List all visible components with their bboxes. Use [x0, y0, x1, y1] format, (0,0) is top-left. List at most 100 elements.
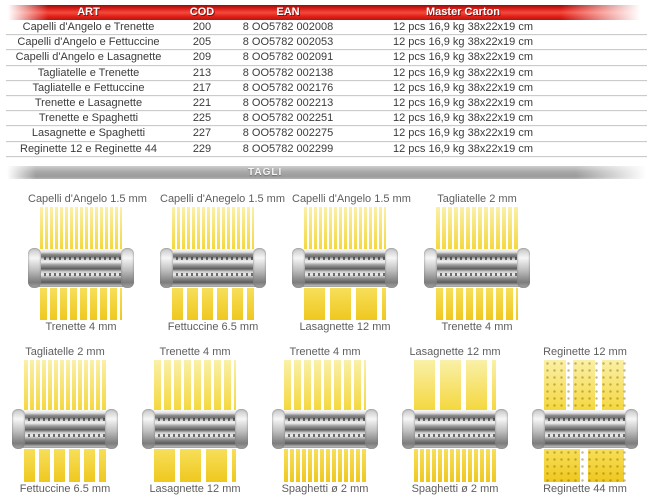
roller-end-cap-right	[517, 247, 530, 288]
cell-art: Trenette e Spaghetti	[38, 112, 139, 125]
roller-teeth-upper	[23, 417, 107, 421]
cutter-bottom-cut-label: Spaghetti ø 2 mm	[411, 482, 499, 495]
cell-cod: 213	[192, 66, 212, 79]
cell-cod: 200	[192, 21, 212, 33]
cell-art: Capelli d'Angelo e Lasagnette	[15, 51, 162, 64]
column-header-master-carton: Master Carton	[426, 6, 500, 18]
pasta-roller-icon	[12, 408, 118, 449]
roller-teeth-upper	[413, 417, 497, 421]
roller-teeth-upper	[283, 417, 367, 421]
table-row: Capelli d'Angelo e Lasagnette 209 8 OO57…	[6, 50, 647, 66]
column-header-cod: COD	[189, 6, 215, 18]
cell-filler	[583, 126, 647, 140]
column-header-ean: EAN	[276, 6, 300, 18]
roller-end-cap-left	[142, 408, 155, 449]
cutter-bottom-cut-label: Trenette 4 mm	[45, 320, 117, 333]
cell-filler	[583, 81, 647, 95]
cutter-card: Capelli d'Angelo 1.5 mm Lasagnette 12 mm	[292, 192, 411, 334]
cell-art: Tagliatelle e Trenette	[37, 66, 140, 79]
table-body: Capelli d'Angelo e Trenette 200 8 OO5782…	[6, 20, 647, 157]
cell-ean: 8 OO5782 002213	[242, 96, 334, 109]
roller-drum	[168, 248, 258, 287]
pasta-strips-bottom-icon	[284, 448, 366, 482]
pasta-strips-bottom-icon	[436, 287, 518, 320]
cutter-bottom-cut-label: Fettuccine 6.5 mm	[19, 482, 111, 495]
pasta-strips-top-icon	[414, 359, 496, 410]
roller-drum	[150, 409, 240, 448]
cell-art: Lasagnette e Spaghetti	[31, 127, 146, 140]
roller-teeth-lower	[39, 272, 123, 276]
cell-cod: 221	[192, 96, 212, 109]
roller-end-cap-right	[625, 408, 638, 449]
roller-teeth-lower	[171, 272, 255, 276]
cutter-card: Tagliatelle 2 mm Trenette 4 mm	[424, 192, 530, 334]
table-row: Tagliatelle e Fettuccine 217 8 OO5782 00…	[6, 81, 647, 96]
cell-cod: 225	[192, 112, 212, 125]
pasta-strips-top-icon	[154, 359, 236, 410]
cell-master-carton: 12 pcs 16,9 kg 38x22x19 cm	[392, 66, 534, 79]
roller-drum	[36, 248, 126, 287]
roller-end-cap-right	[105, 408, 118, 449]
cutter-top-cut-label: Capelli d'Anegelo 1.5 mm	[160, 192, 286, 205]
cell-master-carton: 12 pcs 16,9 kg 38x22x19 cm	[392, 81, 534, 94]
roller-teeth-upper	[543, 417, 627, 421]
cutter-card: Lasagnette 12 mm Spaghetti ø 2 mm	[402, 345, 508, 496]
cell-filler	[583, 96, 647, 110]
cell-ean: 8 OO5782 002299	[242, 142, 334, 155]
roller-teeth-upper	[171, 256, 255, 260]
cell-art: Capelli d'Angelo e Trenette	[22, 21, 155, 33]
column-header-art: ART	[77, 6, 100, 18]
pasta-strips-bottom-icon	[24, 448, 106, 482]
cell-cod: 217	[192, 81, 212, 94]
table-row: Reginette 12 e Reginette 44 229 8 OO5782…	[6, 142, 647, 157]
pasta-strips-bottom-icon	[172, 287, 254, 320]
table-row: Capelli d'Angelo e Fettuccine 205 8 OO57…	[6, 35, 647, 51]
cutter-top-cut-label: Tagliatelle 2 mm	[437, 192, 517, 205]
roller-drum	[410, 409, 500, 448]
cell-ean: 8 OO5782 002275	[242, 127, 334, 140]
roller-end-cap-right	[235, 408, 248, 449]
cutter-card: Capelli d'Anegelo 1.5 mm Fettuccine 6.5 …	[160, 192, 286, 334]
table-header-row: ART COD EAN Master Carton	[6, 5, 647, 20]
roller-teeth-upper	[435, 256, 519, 260]
pasta-roller-icon	[402, 408, 508, 449]
section-bar-tagli: TAGLI	[6, 165, 647, 179]
cutter-bottom-cut-label: Lasagnette 12 mm	[299, 320, 391, 333]
cutter-card: Reginette 12 mm Reginette 44 mm	[532, 345, 638, 496]
roller-teeth-lower	[23, 433, 107, 437]
pasta-roller-icon	[424, 247, 530, 288]
roller-end-cap-right	[253, 247, 266, 288]
pasta-strips-top-icon	[284, 359, 366, 410]
cell-master-carton: 12 pcs 16,9 kg 38x22x19 cm	[392, 142, 534, 155]
roller-teeth-lower	[413, 433, 497, 437]
cell-art: Capelli d'Angelo e Fettuccine	[17, 36, 160, 49]
roller-drum	[280, 409, 370, 448]
column-header-filler	[583, 5, 647, 20]
product-spec-table: ART COD EAN Master Carton Capelli d'Ange…	[0, 0, 653, 157]
cell-master-carton: 12 pcs 16,9 kg 38x22x19 cm	[392, 112, 534, 125]
roller-end-cap-left	[292, 247, 305, 288]
cell-filler	[583, 66, 647, 80]
roller-drum	[540, 409, 630, 448]
cell-cod: 229	[192, 142, 212, 155]
pasta-strips-top-icon	[304, 206, 386, 249]
roller-end-cap-right	[495, 408, 508, 449]
roller-teeth-upper	[153, 417, 237, 421]
pasta-strips-bottom-icon	[154, 448, 236, 482]
pasta-strips-bottom-icon	[414, 448, 496, 482]
cutter-grid-row-2: Tagliatelle 2 mm Fettuccine 6.5 mm Trene…	[12, 345, 653, 496]
cutter-bottom-cut-label: Fettuccine 6.5 mm	[167, 320, 259, 333]
cell-filler	[583, 20, 647, 34]
roller-teeth-lower	[303, 272, 387, 276]
cutter-top-cut-label: Reginette 12 mm	[543, 345, 627, 358]
pasta-roller-icon	[160, 247, 266, 288]
pasta-strips-bottom-icon	[40, 287, 122, 320]
cell-art: Reginette 12 e Reginette 44	[20, 142, 157, 155]
cell-cod: 209	[192, 51, 212, 64]
roller-end-cap-right	[365, 408, 378, 449]
section-title: TAGLI	[248, 166, 283, 178]
cutter-top-cut-label: Lasagnette 12 mm	[409, 345, 501, 358]
cutter-bottom-cut-label: Trenette 4 mm	[441, 320, 513, 333]
pasta-strips-top-icon	[544, 359, 626, 410]
cutter-card: Trenette 4 mm Spaghetti ø 2 mm	[272, 345, 378, 496]
